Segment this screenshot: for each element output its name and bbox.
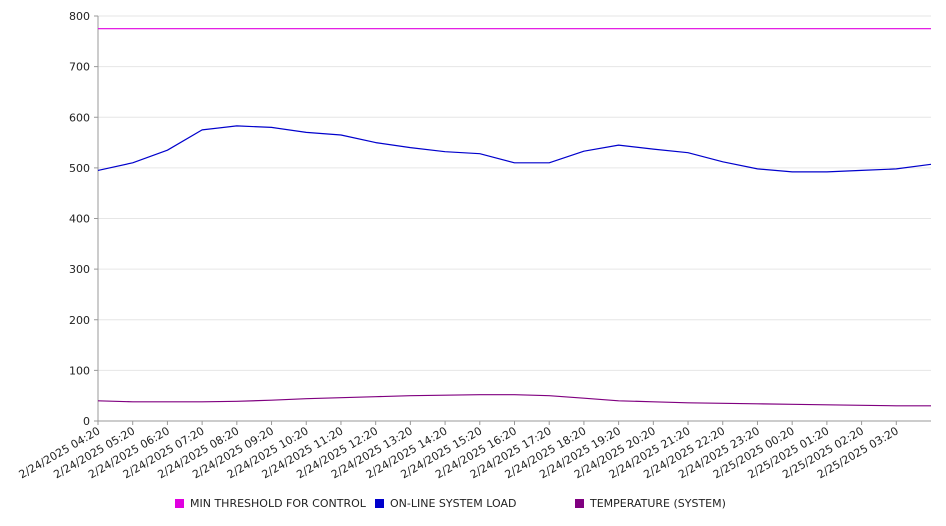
legend-label-temperature: TEMPERATURE (SYSTEM): [590, 497, 726, 510]
y-tick-label: 500: [69, 162, 90, 175]
legend-label-system-load: ON-LINE SYSTEM LOAD: [390, 497, 517, 510]
y-tick-label: 800: [69, 10, 90, 23]
y-tick-label: 700: [69, 61, 90, 74]
y-tick-label: 200: [69, 314, 90, 327]
y-tick-label: 600: [69, 111, 90, 124]
legend-item-min-threshold: MIN THRESHOLD FOR CONTROL: [175, 497, 366, 510]
y-tick-label: 300: [69, 263, 90, 276]
legend-swatch-system-load: [375, 499, 384, 508]
y-tick-label: 400: [69, 213, 90, 226]
y-axis-ticks: 0 100 200 300 400 500 600 700 800: [69, 10, 98, 428]
legend-item-temperature: TEMPERATURE (SYSTEM): [575, 497, 726, 510]
x-axis-ticks: 2/24/2025 04:202/24/2025 05:202/24/2025 …: [17, 421, 901, 481]
legend-item-system-load: ON-LINE SYSTEM LOAD: [375, 497, 516, 510]
y-tick-label: 0: [83, 415, 90, 428]
y-tick-label: 100: [69, 364, 90, 377]
legend-swatch-min-threshold: [175, 499, 184, 508]
legend-label-min-threshold: MIN THRESHOLD FOR CONTROL: [190, 497, 366, 510]
grid-lines: [98, 15, 931, 371]
legend-swatch-temperature: [575, 499, 584, 508]
legend: MIN THRESHOLD FOR CONTROL ON-LINE SYSTEM…: [0, 497, 946, 515]
series-line-1: [97, 125, 932, 173]
series-line-2: [97, 394, 931, 407]
series-lines: [97, 28, 932, 407]
